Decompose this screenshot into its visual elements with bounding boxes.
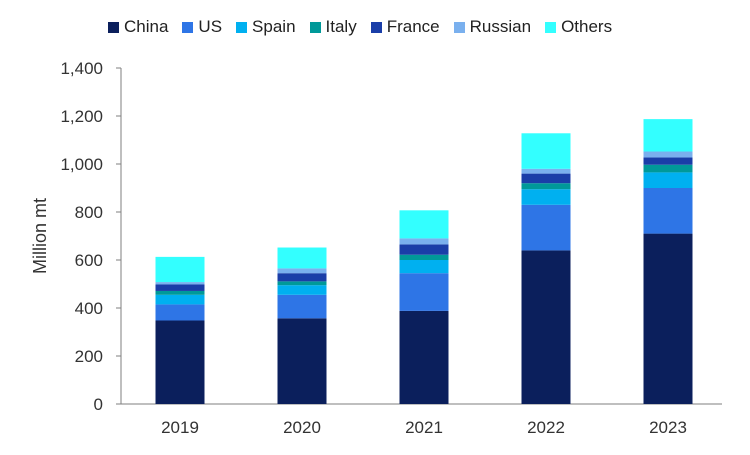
- bar-segment-others-2022: [521, 133, 571, 169]
- y-tick-label: 800: [75, 203, 103, 222]
- legend-swatch: [453, 21, 465, 33]
- bar-segment-spain-2022: [521, 189, 571, 205]
- bar-segment-russian-2022: [521, 168, 571, 174]
- legend-item-us: US: [182, 17, 222, 37]
- bar-segment-russian-2019: [155, 282, 205, 285]
- bar-segment-us-2020: [277, 294, 327, 319]
- bar-segment-russian-2021: [399, 238, 449, 245]
- legend-swatch: [108, 21, 119, 33]
- bar-segment-china-2021: [399, 310, 449, 404]
- y-tick-label: 400: [75, 299, 103, 318]
- bar-segment-italy-2020: [277, 281, 327, 286]
- bar-segment-france-2019: [155, 284, 205, 291]
- bar-segment-spain-2023: [643, 172, 693, 188]
- bar-segment-spain-2020: [277, 285, 327, 295]
- legend-item-france: France: [370, 17, 440, 37]
- x-tick-label: 2020: [283, 418, 321, 437]
- legend-label: Italy: [325, 17, 357, 36]
- bar-segment-us-2019: [155, 304, 205, 321]
- bar-segment-others-2019: [155, 256, 205, 283]
- bar-segment-italy-2021: [399, 254, 449, 260]
- x-tick-label: 2019: [161, 418, 199, 437]
- legend-swatch: [309, 21, 321, 33]
- bar-segment-china-2022: [521, 250, 571, 404]
- y-tick-label: 600: [75, 251, 103, 270]
- y-axis-title: Million mt: [30, 198, 50, 274]
- legend-item-others: Others: [545, 17, 612, 37]
- bar-segment-france-2022: [521, 173, 571, 184]
- legend-swatch: [182, 21, 194, 33]
- x-tick-label: 2022: [527, 418, 565, 437]
- y-tick-label: 0: [94, 395, 103, 414]
- bar-segment-france-2020: [277, 273, 327, 282]
- bar-segment-china-2019: [155, 320, 205, 404]
- legend-swatch: [370, 21, 382, 33]
- x-tick-label: 2023: [649, 418, 687, 437]
- bar-segment-others-2023: [643, 119, 693, 152]
- legend-item-china: China: [108, 17, 168, 37]
- bar-segment-france-2021: [399, 244, 449, 255]
- bar-segment-spain-2019: [155, 294, 205, 305]
- bar-segment-spain-2021: [399, 260, 449, 274]
- bar-segment-russian-2020: [277, 268, 327, 274]
- legend-item-russian: Russian: [453, 17, 532, 37]
- y-tick-label: 1,000: [60, 155, 103, 174]
- bar-segment-china-2020: [277, 318, 327, 404]
- bar-segment-us-2023: [643, 188, 693, 234]
- y-tick-label: 1,400: [60, 59, 103, 78]
- legend-label: Russian: [469, 17, 532, 36]
- bar-segment-russian-2023: [643, 151, 693, 158]
- bar-segment-italy-2022: [521, 183, 571, 190]
- legend-label: France: [386, 17, 440, 36]
- bar-segment-us-2022: [521, 204, 571, 251]
- bar-segment-italy-2023: [643, 164, 693, 173]
- legend-label: Spain: [252, 17, 296, 36]
- legend-swatch: [236, 21, 248, 33]
- bar-segment-china-2023: [643, 233, 693, 404]
- legend-label: Others: [561, 17, 613, 36]
- y-tick-label: 200: [75, 347, 103, 366]
- bar-segment-others-2020: [277, 247, 327, 269]
- y-tick-label: 1,200: [60, 107, 103, 126]
- bar-segment-us-2021: [399, 273, 449, 311]
- x-tick-label: 2021: [405, 418, 443, 437]
- legend-label: China: [124, 17, 169, 36]
- legend: China US Spain Italy France Russian Others: [108, 17, 626, 37]
- bar-segment-italy-2019: [155, 290, 205, 295]
- bar-segment-others-2021: [399, 210, 449, 239]
- legend-swatch: [545, 21, 557, 33]
- legend-item-italy: Italy: [309, 17, 357, 37]
- legend-label: US: [198, 17, 223, 36]
- legend-item-spain: Spain: [236, 17, 296, 37]
- bar-segment-france-2023: [643, 157, 693, 165]
